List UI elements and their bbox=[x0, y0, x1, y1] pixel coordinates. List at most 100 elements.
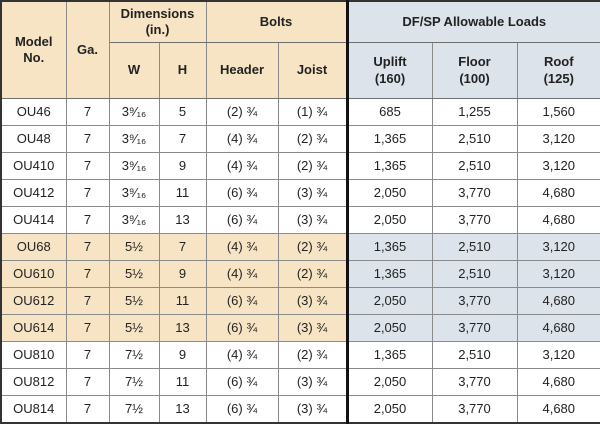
col-header-width: W bbox=[108, 42, 160, 99]
col-header-model-no: Model No. bbox=[0, 0, 67, 99]
cell-gauge: 7 bbox=[65, 179, 110, 207]
cell-height: 5 bbox=[158, 98, 207, 126]
cell-floor-load: 3,770 bbox=[431, 179, 518, 207]
cell-gauge: 7 bbox=[65, 287, 110, 315]
cell-height: 11 bbox=[158, 368, 207, 396]
table-row: OU412 7 3⁹⁄₁₆ 11 (6) ¾ (3) ¾ 2,050 3,770… bbox=[0, 179, 600, 207]
cell-floor-load: 3,770 bbox=[431, 314, 518, 342]
cell-joist-bolts: (1) ¾ bbox=[277, 98, 348, 126]
cell-width: 3⁹⁄₁₆ bbox=[108, 125, 160, 153]
cell-model-no: OU614 bbox=[0, 314, 67, 342]
cell-roof-load: 4,680 bbox=[516, 179, 600, 207]
cell-gauge: 7 bbox=[65, 341, 110, 369]
cell-uplift-load: 2,050 bbox=[345, 206, 433, 234]
cell-height: 11 bbox=[158, 287, 207, 315]
cell-header-bolts: (6) ¾ bbox=[205, 314, 279, 342]
cell-uplift-load: 2,050 bbox=[345, 395, 433, 423]
cell-height: 9 bbox=[158, 152, 207, 180]
cell-gauge: 7 bbox=[65, 233, 110, 261]
cell-floor-load: 3,770 bbox=[431, 287, 518, 315]
cell-height: 9 bbox=[158, 341, 207, 369]
cell-joist-bolts: (2) ¾ bbox=[277, 341, 348, 369]
cell-model-no: OU410 bbox=[0, 152, 67, 180]
table-row: OU814 7 7½ 13 (6) ¾ (3) ¾ 2,050 3,770 4,… bbox=[0, 395, 600, 423]
cell-gauge: 7 bbox=[65, 152, 110, 180]
cell-floor-load: 2,510 bbox=[431, 341, 518, 369]
cell-header-bolts: (6) ¾ bbox=[205, 287, 279, 315]
cell-roof-load: 1,560 bbox=[516, 98, 600, 126]
cell-model-no: OU810 bbox=[0, 341, 67, 369]
col-header-roof-125: Roof (125) bbox=[516, 42, 600, 99]
cell-model-no: OU48 bbox=[0, 125, 67, 153]
cell-joist-bolts: (2) ¾ bbox=[277, 233, 348, 261]
cell-model-no: OU612 bbox=[0, 287, 67, 315]
cell-model-no: OU412 bbox=[0, 179, 67, 207]
cell-roof-load: 4,680 bbox=[516, 368, 600, 396]
cell-width: 7½ bbox=[108, 368, 160, 396]
cell-roof-load: 4,680 bbox=[516, 287, 600, 315]
cell-joist-bolts: (3) ¾ bbox=[277, 368, 348, 396]
cell-height: 7 bbox=[158, 233, 207, 261]
cell-joist-bolts: (3) ¾ bbox=[277, 314, 348, 342]
col-group-dimensions: Dimensions (in.) bbox=[108, 0, 207, 43]
cell-floor-load: 3,770 bbox=[431, 368, 518, 396]
cell-joist-bolts: (3) ¾ bbox=[277, 206, 348, 234]
table-row: OU410 7 3⁹⁄₁₆ 9 (4) ¾ (2) ¾ 1,365 2,510 … bbox=[0, 152, 600, 180]
cell-roof-load: 3,120 bbox=[516, 233, 600, 261]
cell-joist-bolts: (3) ¾ bbox=[277, 287, 348, 315]
col-header-bolts-header: Header bbox=[205, 42, 279, 99]
cell-header-bolts: (6) ¾ bbox=[205, 395, 279, 423]
table-body: OU46 7 3⁹⁄₁₆ 5 (2) ¾ (1) ¾ 685 1,255 1,5… bbox=[0, 98, 600, 423]
cell-roof-load: 4,680 bbox=[516, 395, 600, 423]
cell-roof-load: 4,680 bbox=[516, 206, 600, 234]
cell-model-no: OU68 bbox=[0, 233, 67, 261]
cell-joist-bolts: (3) ¾ bbox=[277, 179, 348, 207]
cell-width: 5½ bbox=[108, 314, 160, 342]
col-header-floor-100: Floor (100) bbox=[431, 42, 518, 99]
cell-header-bolts: (6) ¾ bbox=[205, 206, 279, 234]
cell-uplift-load: 1,365 bbox=[345, 260, 433, 288]
cell-roof-load: 3,120 bbox=[516, 260, 600, 288]
cell-uplift-load: 685 bbox=[345, 98, 433, 126]
cell-joist-bolts: (2) ¾ bbox=[277, 152, 348, 180]
cell-width: 7½ bbox=[108, 341, 160, 369]
col-group-df-sp-allowable-loads: DF/SP Allowable Loads bbox=[345, 0, 600, 43]
cell-width: 7½ bbox=[108, 395, 160, 423]
cell-joist-bolts: (3) ¾ bbox=[277, 395, 348, 423]
col-header-uplift-160: Uplift (160) bbox=[345, 42, 433, 99]
cell-uplift-load: 2,050 bbox=[345, 287, 433, 315]
col-header-height: H bbox=[158, 42, 207, 99]
cell-header-bolts: (4) ¾ bbox=[205, 260, 279, 288]
cell-width: 3⁹⁄₁₆ bbox=[108, 179, 160, 207]
cell-roof-load: 3,120 bbox=[516, 341, 600, 369]
cell-roof-load: 3,120 bbox=[516, 152, 600, 180]
col-header-bolts-joist: Joist bbox=[277, 42, 348, 99]
table-row: OU48 7 3⁹⁄₁₆ 7 (4) ¾ (2) ¾ 1,365 2,510 3… bbox=[0, 125, 600, 153]
cell-floor-load: 3,770 bbox=[431, 395, 518, 423]
cell-model-no: OU812 bbox=[0, 368, 67, 396]
cell-gauge: 7 bbox=[65, 206, 110, 234]
table-row: OU46 7 3⁹⁄₁₆ 5 (2) ¾ (1) ¾ 685 1,255 1,5… bbox=[0, 98, 600, 126]
cell-uplift-load: 2,050 bbox=[345, 368, 433, 396]
cell-header-bolts: (2) ¾ bbox=[205, 98, 279, 126]
cell-width: 5½ bbox=[108, 287, 160, 315]
cell-uplift-load: 1,365 bbox=[345, 233, 433, 261]
table-row: OU610 7 5½ 9 (4) ¾ (2) ¾ 1,365 2,510 3,1… bbox=[0, 260, 600, 288]
cell-roof-load: 4,680 bbox=[516, 314, 600, 342]
cell-uplift-load: 1,365 bbox=[345, 341, 433, 369]
cell-header-bolts: (4) ¾ bbox=[205, 233, 279, 261]
cell-uplift-load: 1,365 bbox=[345, 125, 433, 153]
cell-model-no: OU414 bbox=[0, 206, 67, 234]
cell-width: 3⁹⁄₁₆ bbox=[108, 206, 160, 234]
cell-gauge: 7 bbox=[65, 314, 110, 342]
cell-height: 7 bbox=[158, 125, 207, 153]
col-header-gauge: Ga. bbox=[65, 0, 110, 99]
cell-joist-bolts: (2) ¾ bbox=[277, 260, 348, 288]
cell-height: 9 bbox=[158, 260, 207, 288]
cell-uplift-load: 2,050 bbox=[345, 179, 433, 207]
cell-gauge: 7 bbox=[65, 98, 110, 126]
cell-height: 11 bbox=[158, 179, 207, 207]
cell-gauge: 7 bbox=[65, 395, 110, 423]
cell-header-bolts: (4) ¾ bbox=[205, 125, 279, 153]
